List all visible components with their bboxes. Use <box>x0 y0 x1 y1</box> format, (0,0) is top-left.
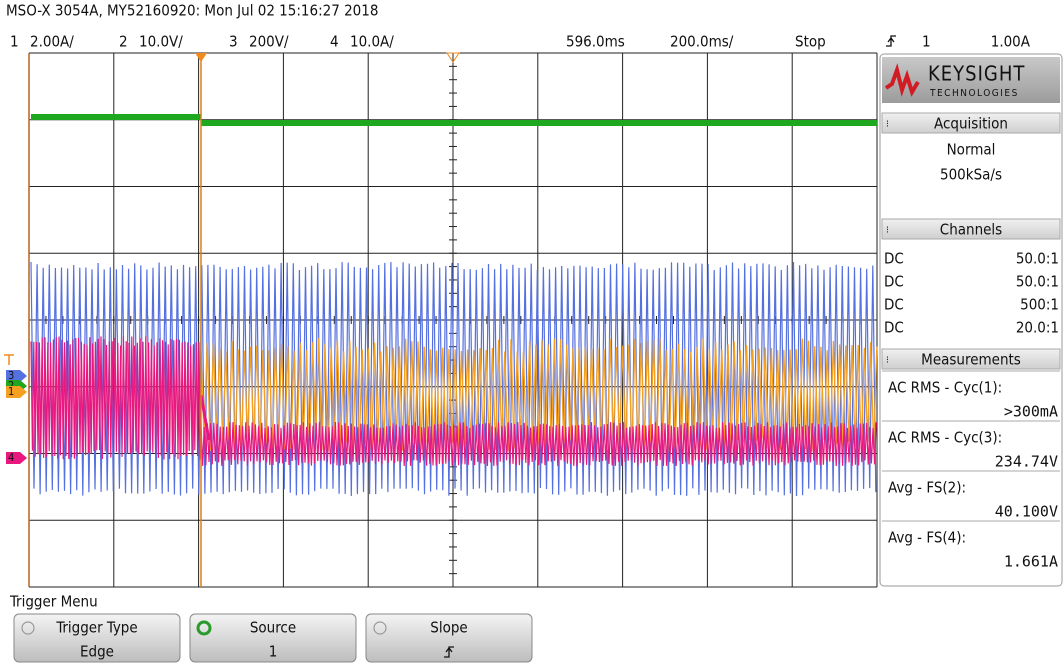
softkey[interactable] <box>365 613 533 663</box>
probe: 500:1 <box>1020 296 1059 314</box>
status-bar: 1 2.00A/2 10.0V/3 200V/4 10.0A/596.0ms 200.0m… <box>10 33 1031 51</box>
title: MSO-X 3054A, MY52160920: Mon Jul 02 15:1… <box>6 2 378 20</box>
delay: 596.0ms <box>566 33 625 51</box>
ch2-trace <box>31 114 877 126</box>
ch4-step <box>199 394 211 441</box>
channel-marker <box>6 452 27 464</box>
meas-value: 234.74V <box>995 453 1058 471</box>
probe: 50.0:1 <box>1016 273 1059 291</box>
grip: ⁝ <box>886 225 889 236</box>
channel-number: 1 <box>10 33 19 51</box>
panel-frame <box>879 53 1063 587</box>
slope-icon <box>444 646 454 658</box>
softkey-label: Slope <box>430 619 467 637</box>
meas-value: >300mA <box>1004 403 1058 421</box>
softkey-knob-icon <box>196 620 212 636</box>
trigger-marker <box>195 53 207 62</box>
channel-marker-label: 3 <box>8 369 14 382</box>
section-title: Measurements <box>921 351 1021 369</box>
brand-sub: TECHNOLOGIES <box>929 88 1019 99</box>
run-state: Stop <box>795 33 826 51</box>
softkey-value: 1 <box>269 643 278 661</box>
side-panel: KEYSIGHT TECHNOLOGIES Acquisition ⁝ Normal 50… <box>879 53 1063 587</box>
meas-label: AC RMS - Cyc(1): <box>888 379 1002 397</box>
logo-wave <box>884 63 920 97</box>
brand: KEYSIGHT <box>928 62 1025 86</box>
softkey-label: Trigger Type <box>55 619 137 637</box>
ch4-trace <box>200 421 877 467</box>
channel-marker-label: 4 <box>8 451 14 464</box>
softkey[interactable] <box>189 613 357 663</box>
softkey[interactable] <box>13 613 181 663</box>
meas-value: 40.100V <box>995 503 1058 521</box>
section-header <box>881 112 1061 134</box>
channel-marker <box>6 386 27 398</box>
trigger-level: 1.00A <box>991 33 1031 51</box>
channel-number: 3 <box>229 33 238 51</box>
channel-number: 4 <box>330 33 339 51</box>
channel-marker <box>6 370 27 382</box>
timebase: 200.0ms/ <box>670 33 734 51</box>
channel-scale: 10.0V/ <box>139 33 183 51</box>
menu-title: Trigger Menu <box>9 593 98 611</box>
meas-value: 1.661A <box>1004 553 1058 571</box>
channel-scale: 2.00A/ <box>30 33 74 51</box>
channel-marker-label: 2 <box>8 379 14 392</box>
coupling: DC <box>884 273 904 291</box>
section-title: Channels <box>940 221 1002 239</box>
channel-number: 2 <box>119 33 128 51</box>
probe: 20.0:1 <box>1016 319 1059 337</box>
softkey-knob-icon <box>21 621 35 635</box>
channel-marker-label: 1 <box>8 385 14 398</box>
probe: 50.0:1 <box>1016 250 1059 268</box>
softkey-knob-icon <box>373 621 387 635</box>
coupling: DC <box>884 319 904 337</box>
ch3-trace <box>30 261 877 497</box>
ch4-trace <box>30 336 201 460</box>
channel-scale: 10.0A/ <box>350 33 394 51</box>
softkey-label: Source <box>250 619 296 637</box>
acq-rate: 500kSa/s <box>940 166 1002 184</box>
section-title: Acquisition <box>934 115 1008 133</box>
trigger-level-marker <box>4 354 14 365</box>
grip: ⁝ <box>886 355 889 366</box>
section-header <box>881 348 1061 370</box>
softkey-value: Edge <box>80 643 114 661</box>
trigger-source: 1 <box>922 33 931 51</box>
coupling: DC <box>884 250 904 268</box>
meas-label: Avg - FS(4): <box>888 529 966 547</box>
trigger-slope-icon <box>886 35 896 47</box>
meas-label: AC RMS - Cyc(3): <box>888 429 1002 447</box>
acq-mode: Normal <box>947 141 996 159</box>
grip: ⁝ <box>886 119 889 130</box>
meas-label: Avg - FS(2): <box>888 479 966 497</box>
softkey-menu: Trigger Menu Trigger Type Edge Source 1 Slope <box>9 593 533 663</box>
coupling: DC <box>884 296 904 314</box>
delay-marker <box>446 52 460 63</box>
section-header <box>881 218 1061 240</box>
waveforms: 321 4 <box>4 52 878 587</box>
channel-scale: 200V/ <box>249 33 289 51</box>
